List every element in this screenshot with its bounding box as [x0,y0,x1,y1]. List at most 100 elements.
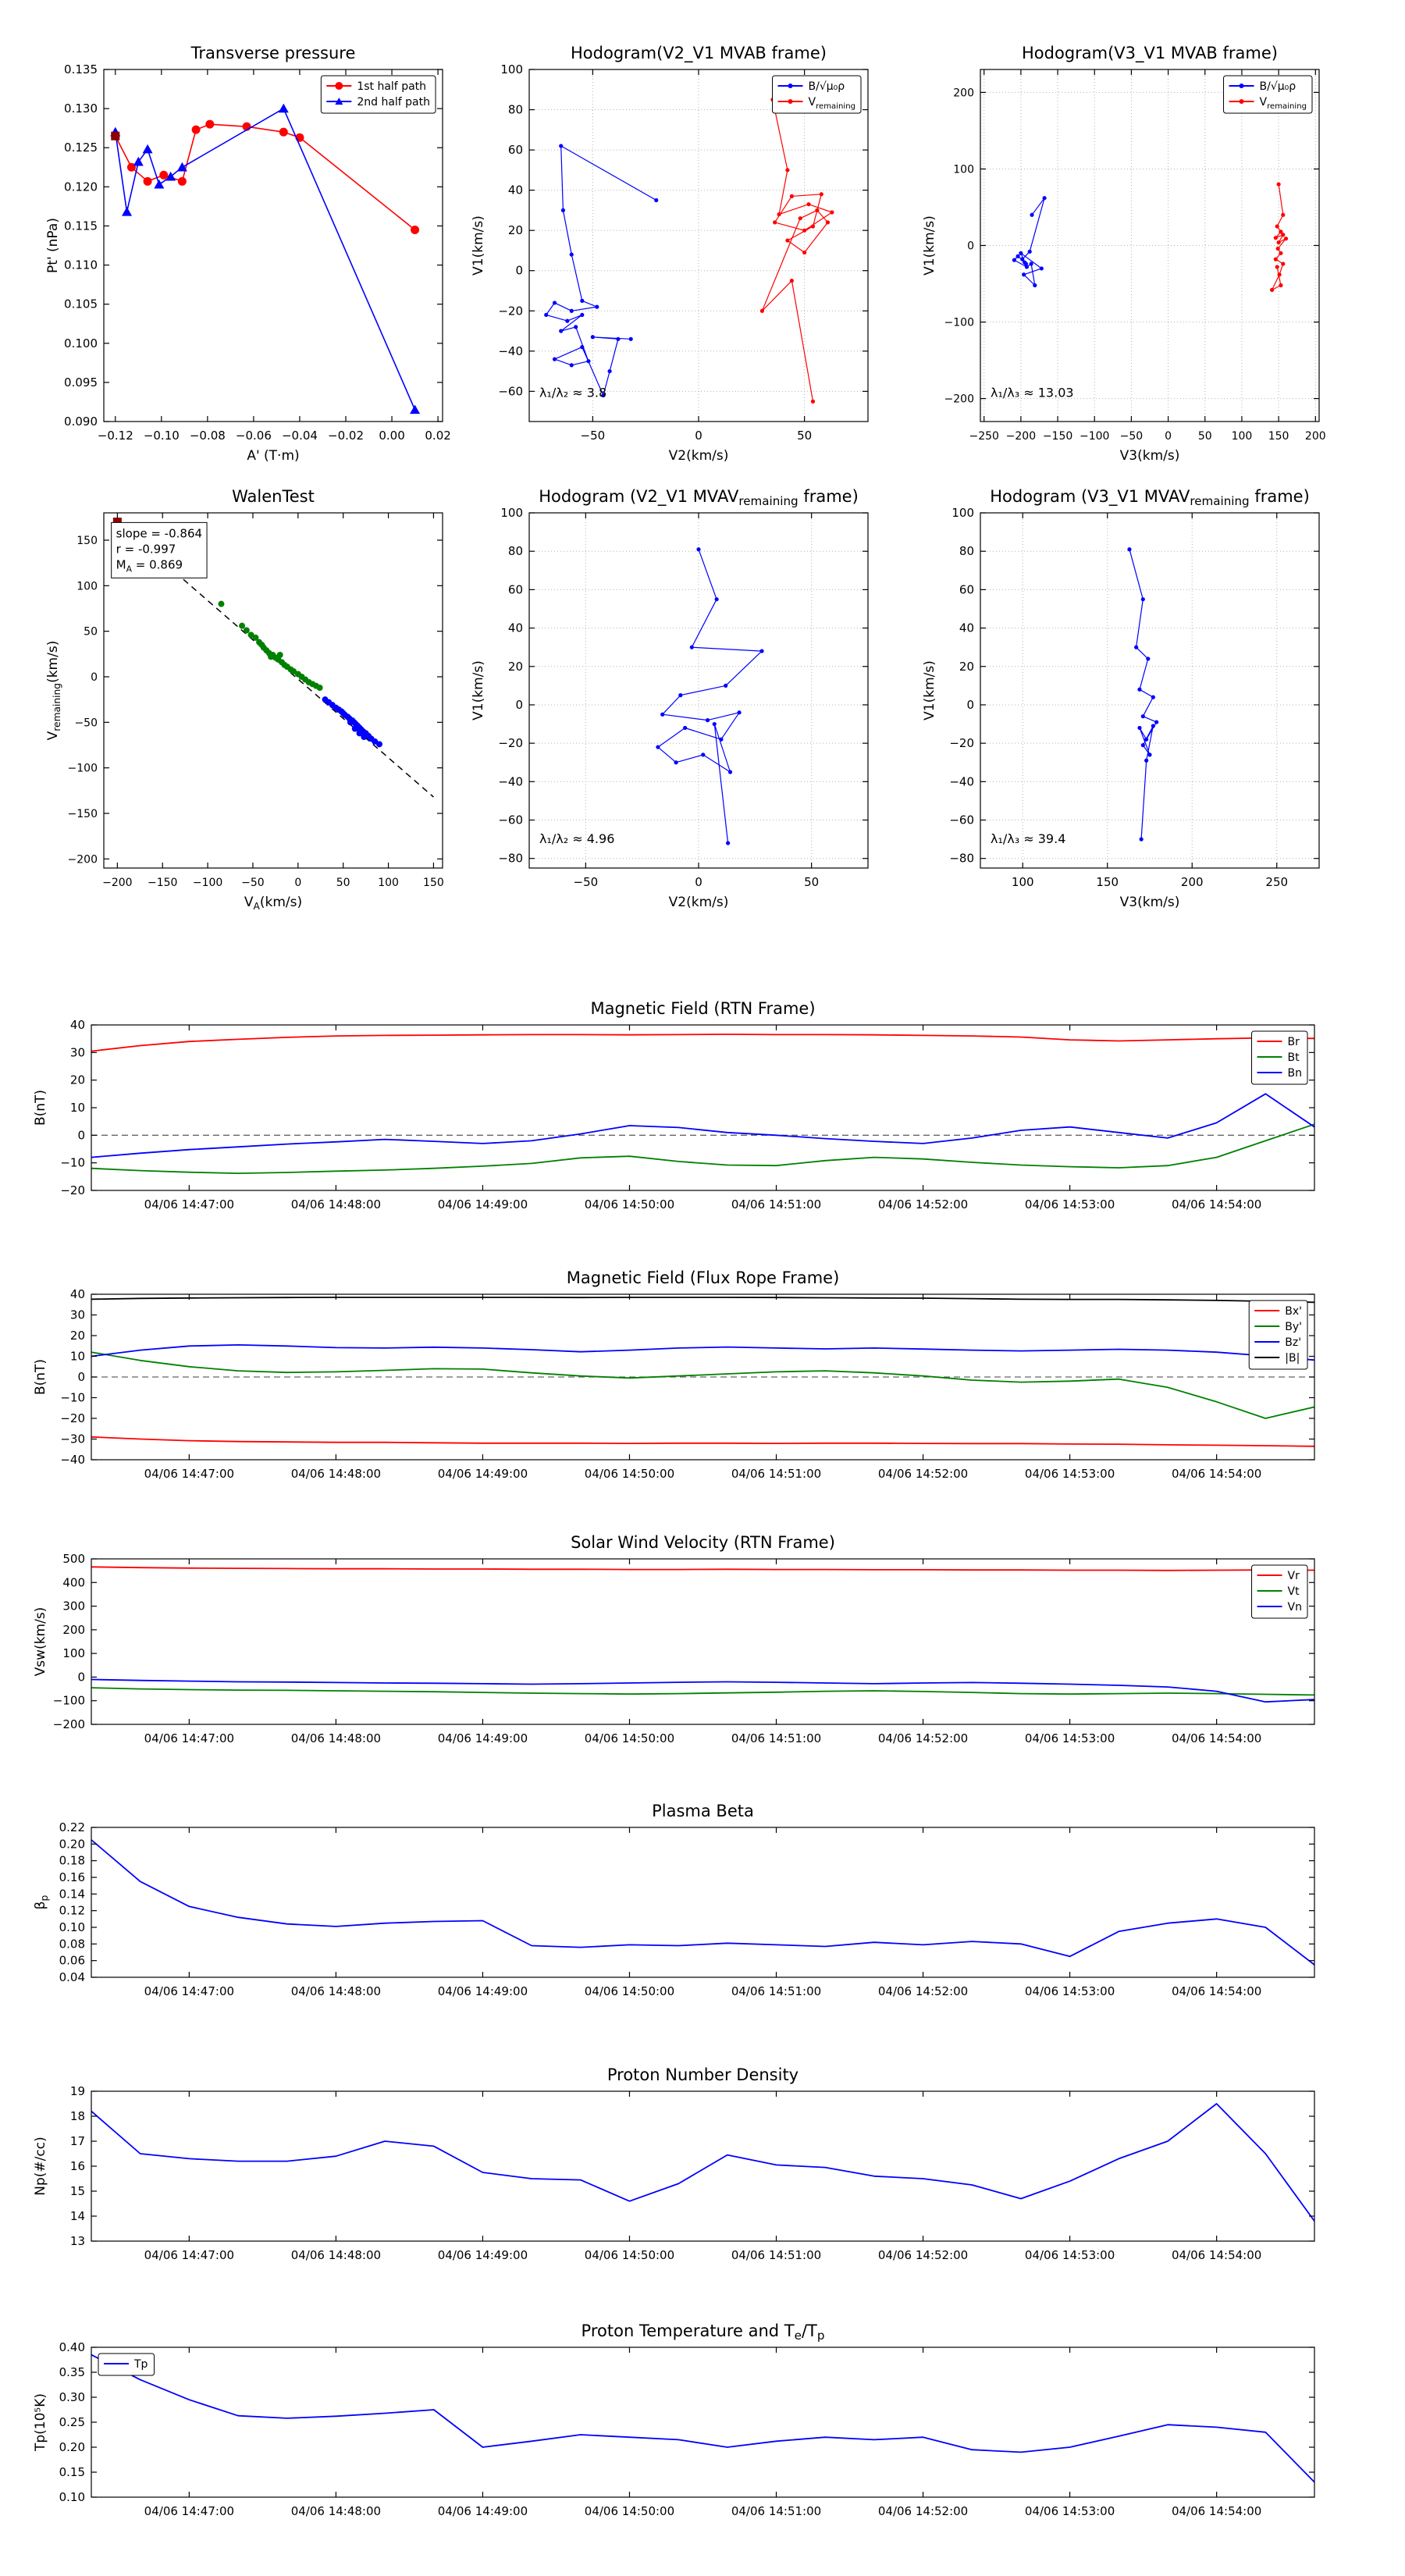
y-tick-label: 18 [70,2109,85,2123]
y-axis-label: B(nT) [33,1359,48,1395]
y-tick-label: 60 [508,143,523,157]
y-tick-label: 80 [508,544,523,558]
annotation: λ₁/λ₂ ≈ 3.8 [539,385,606,400]
y-tick-label: −100 [53,1694,85,1708]
x-tick-label: 04/06 14:51:00 [731,1731,821,1745]
y-tick-label: 300 [62,1599,85,1614]
y-tick-label: 0.40 [59,2340,85,2354]
y-tick-label: −20 [949,736,974,750]
y-tick-label: 200 [953,87,974,99]
series--b- [91,1297,1314,1304]
x-tick-label: 0 [695,875,702,889]
y-tick-label: 15 [70,2184,85,2198]
series-vt [91,1687,1314,1696]
y-tick-label: −60 [498,813,523,827]
x-tick-label: 04/06 14:47:00 [144,2248,234,2262]
x-axis-label: A' (T·m) [247,448,299,464]
x-tick-label: 04/06 14:51:00 [731,1984,821,1998]
x-tick-label: 04/06 14:53:00 [1025,1731,1115,1745]
panel-hodogram-v2v1-mvav: −50 0 50 −80 −60 −40 −20 0 20 40 60 80 100 Hodogram (… [471,487,869,910]
series-np [91,2103,1314,2222]
x-tick-label: 04/06 14:47:00 [144,1731,234,1745]
x-tick-label: 04/06 14:53:00 [1025,1197,1115,1212]
legend: B/√μ₀ρ Vremaining [772,75,862,114]
x-axis-label: V3(km/s) [1120,895,1180,910]
x-tick-label: −200 [1006,430,1036,443]
y-tick-label: −10 [60,1391,85,1405]
y-tick-label: −20 [60,1183,85,1197]
x-tick-label: 250 [1265,875,1288,889]
series-beta [91,1839,1314,1966]
y-tick-label: 20 [508,223,523,237]
legend-label: |B| [1285,1352,1300,1364]
panel-proton-number-density: 04/06 14:47:00 04/06 14:48:00 04/06 14:49:… [33,2065,1315,2262]
x-tick-label: 04/06 14:50:00 [585,1197,674,1212]
axes-frame [91,1827,1315,1978]
legend-label: Tp [133,2358,148,2371]
series-1st-half-path [111,119,420,234]
x-tick-label: 04/06 14:49:00 [438,2248,528,2262]
y-tick-label: 50 [84,626,98,639]
y-tick-label: 0 [966,698,974,712]
y-tick-label: 0 [77,1128,85,1142]
x-tick-label: −0.02 [328,429,364,443]
x-tick-label: 04/06 14:52:00 [878,2248,968,2262]
x-tick-label: −50 [241,877,265,889]
x-axis-label: V2(km/s) [669,448,729,464]
legend-label: Vt [1288,1585,1300,1598]
y-tick-label: 0 [77,1370,85,1384]
x-tick-label: 04/06 14:53:00 [1025,2248,1115,2262]
series-second-half-points [322,696,382,748]
y-tick-label: 100 [951,506,974,520]
y-axis-label: V1(km/s) [471,215,486,276]
x-tick-label: −200 [102,877,132,889]
x-tick-label: 04/06 14:54:00 [1172,1467,1261,1481]
x-tick-label: 04/06 14:52:00 [878,1731,968,1745]
y-tick-label: −100 [944,317,974,329]
y-tick-label: 0.16 [59,1870,85,1884]
y-tick-label: 0.125 [64,141,98,155]
series-br [91,1034,1314,1052]
series-bt [91,1123,1314,1174]
x-tick-label: 0 [294,877,301,889]
y-tick-label: 13 [70,2234,85,2248]
y-tick-label: 20 [508,660,523,674]
x-tick-label: 04/06 14:47:00 [144,1467,234,1481]
x-tick-label: 0.00 [379,429,404,443]
y-tick-label: 150 [76,535,98,547]
legend: Tp [98,2353,155,2376]
series-b- [544,144,659,398]
legend-label: 2nd half path [357,96,430,109]
x-tick-label: 04/06 14:48:00 [291,2248,381,2262]
y-tick-label: 40 [508,621,523,635]
y-tick-label: −10 [60,1156,85,1170]
legend-label: B/√μ₀ρ [1260,80,1297,93]
y-tick-label: −200 [68,853,98,866]
y-tick-label: 0.04 [59,1970,85,1984]
panel-title: Transverse pressure [190,44,356,62]
series-first-half-points [218,600,323,691]
y-tick-label: 0.090 [64,415,98,429]
panel-solar-wind-velocity-rtn: 04/06 14:47:00 04/06 14:48:00 04/06 14:49:… [33,1533,1315,1745]
x-tick-label: 04/06 14:52:00 [878,1197,968,1212]
y-tick-label: 0.18 [59,1854,85,1868]
y-tick-label: 400 [62,1575,85,1589]
x-tick-label: 0 [695,429,702,443]
y-tick-label: −200 [944,393,974,406]
y-axis-label: V1(km/s) [471,660,486,720]
panel-magnetic-field-flux-rope: 04/06 14:47:00 04/06 14:48:00 04/06 14:49:… [33,1268,1315,1481]
annotation: λ₁/λ₃ ≈ 13.03 [991,385,1074,400]
y-tick-label: 16 [70,2159,85,2173]
y-tick-label: −40 [949,774,974,788]
y-tick-label: 500 [62,1552,85,1566]
legend-label: Bz' [1285,1336,1301,1349]
y-tick-label: 0.120 [64,180,98,194]
legend-label: By' [1285,1321,1302,1333]
y-tick-label: 0.135 [64,62,98,76]
x-tick-label: 150 [1096,875,1119,889]
x-tick-label: 50 [336,877,350,889]
axes-frame [91,1558,1315,1725]
series-vn [91,1678,1314,1703]
y-tick-label: 10 [70,1350,85,1364]
